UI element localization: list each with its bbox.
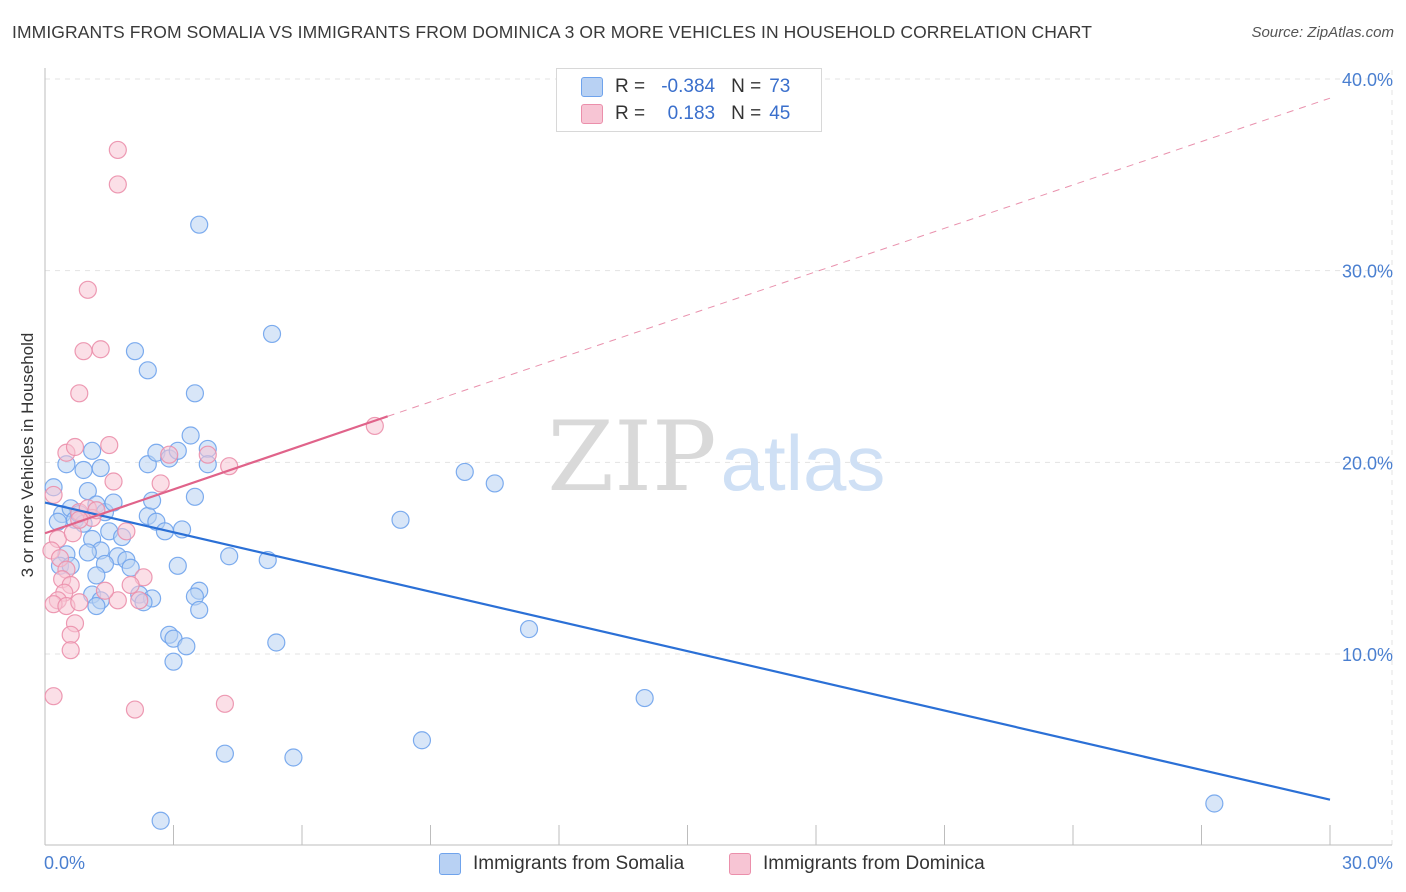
somalia-point xyxy=(635,688,654,708)
dominica-point xyxy=(117,522,136,541)
somalia-point xyxy=(185,487,205,506)
dominica-point xyxy=(215,694,234,713)
dominica-point xyxy=(104,472,123,491)
dominica-point xyxy=(74,342,93,361)
somalia-point xyxy=(181,426,200,445)
dominica-point xyxy=(108,140,127,160)
somalia-legend-label: Immigrants from Somalia xyxy=(473,853,685,874)
legend-row-somalia: R = -0.384 N = 73 xyxy=(581,75,790,99)
somalia-point xyxy=(151,811,170,830)
dominica-point xyxy=(121,575,140,595)
somalia-point xyxy=(412,731,432,750)
somalia-swatch xyxy=(581,77,603,97)
r-label: R = xyxy=(615,76,646,97)
dominica-point xyxy=(78,280,97,299)
dominica-trend-extension xyxy=(387,97,1331,417)
legend-item-dominica: Immigrants from Dominica xyxy=(729,851,985,877)
somalia-point xyxy=(87,596,106,616)
somalia-point xyxy=(215,744,234,763)
dominica-point xyxy=(61,641,80,660)
stats-legend: R = -0.384 N = 73 R = 0.183 N = 45 xyxy=(556,68,822,132)
somalia-point xyxy=(284,748,303,767)
dominica-point xyxy=(108,175,127,194)
somalia-point xyxy=(87,566,106,585)
somalia-point xyxy=(455,462,474,482)
somalia-n-value: 73 xyxy=(769,76,791,97)
y-tick-label: 40.0% xyxy=(1342,70,1393,90)
somalia-legend-swatch xyxy=(439,853,461,875)
legend-row-dominica: R = 0.183 N = 45 xyxy=(581,102,790,126)
dominica-point xyxy=(65,437,85,457)
somalia-point xyxy=(138,361,157,380)
dominica-point xyxy=(220,457,239,476)
somalia-point xyxy=(168,556,187,575)
dominica-point xyxy=(44,687,63,706)
somalia-point xyxy=(83,441,102,460)
dominica-point xyxy=(70,384,89,403)
somalia-point xyxy=(190,600,209,620)
x-tick-label: 30.0% xyxy=(1342,853,1393,873)
dominica-swatch xyxy=(581,104,603,124)
watermark-atlas: atlas xyxy=(721,419,886,507)
dominica-point xyxy=(70,593,89,612)
dominica-point xyxy=(108,591,127,610)
y-tick-label: 20.0% xyxy=(1342,453,1393,473)
somalia-point xyxy=(125,342,145,361)
axes xyxy=(44,68,1392,846)
dominica-point xyxy=(61,625,80,644)
dominica-point xyxy=(125,700,145,719)
dominica-r-value: 0.183 xyxy=(667,103,716,124)
somalia-point xyxy=(78,543,97,562)
chart-title: IMMIGRANTS FROM SOMALIA VS IMMIGRANTS FR… xyxy=(12,22,1092,42)
n-label: N = xyxy=(731,76,762,97)
somalia-point xyxy=(177,637,196,656)
y-tick-label: 10.0% xyxy=(1342,645,1393,665)
dominica-point xyxy=(151,474,170,493)
dominica-legend-swatch xyxy=(729,853,751,875)
dominica-point xyxy=(130,591,149,610)
somalia-point xyxy=(164,652,183,671)
somalia-point xyxy=(104,493,123,512)
x-tick-label: 0.0% xyxy=(44,853,85,873)
y-tick-labels: 10.0% 20.0% 30.0% 40.0% xyxy=(1342,70,1393,665)
n-label: N = xyxy=(731,103,762,124)
source-label: Source: ZipAtlas.com xyxy=(1251,24,1394,41)
somalia-r-value: -0.384 xyxy=(661,76,716,97)
dominica-point xyxy=(160,445,179,464)
dominica-point xyxy=(95,581,115,600)
y-tick-label: 30.0% xyxy=(1342,262,1393,282)
legend-item-somalia: Immigrants from Somalia xyxy=(439,851,684,877)
somalia-point xyxy=(519,619,539,639)
dominica-legend-label: Immigrants from Dominica xyxy=(763,853,985,874)
x-tick-labels: 0.0% 30.0% xyxy=(44,853,1393,873)
somalia-point xyxy=(190,215,209,234)
somalia-point xyxy=(220,547,239,566)
gridlines xyxy=(45,70,1393,845)
trend-lines xyxy=(44,97,1331,801)
somalia-point xyxy=(267,633,286,652)
somalia-point xyxy=(262,324,282,344)
watermark-zip: ZIP xyxy=(547,401,716,513)
dominica-point xyxy=(91,340,110,359)
dominica-point xyxy=(44,485,63,505)
somalia-point xyxy=(391,510,410,529)
somalia-point xyxy=(1205,794,1224,813)
dominica-point xyxy=(100,435,119,455)
data-points xyxy=(42,140,1224,830)
somalia-trend-line xyxy=(44,501,1331,801)
somalia-point xyxy=(91,458,110,478)
somalia-point xyxy=(185,384,205,403)
dominica-trend-line xyxy=(44,415,389,535)
dominica-n-value: 45 xyxy=(769,103,791,124)
somalia-point xyxy=(485,474,504,493)
somalia-point xyxy=(74,460,93,480)
dominica-point xyxy=(198,445,217,464)
r-label: R = xyxy=(615,103,646,124)
watermark: ZIP atlas xyxy=(547,401,885,513)
